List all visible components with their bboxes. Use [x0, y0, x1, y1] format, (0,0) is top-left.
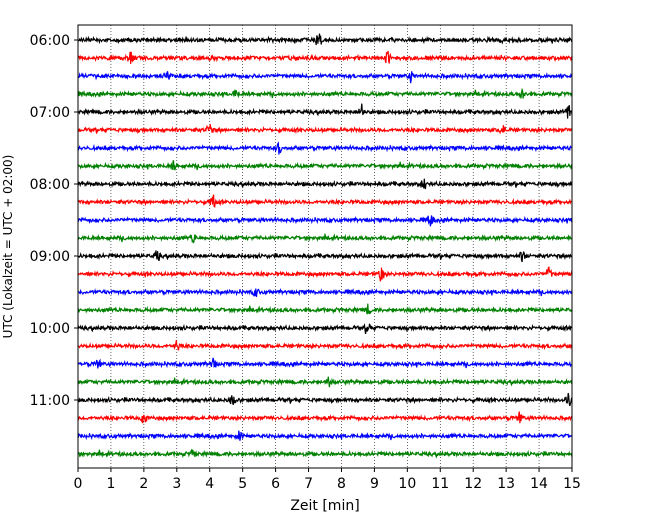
- seismic-trace: [77, 411, 573, 424]
- x-tick-label: 14: [530, 476, 548, 492]
- y-tick-label: 09:00: [30, 249, 70, 265]
- x-tick-label: 9: [370, 476, 379, 492]
- y-axis-label: UTC (Lokalzeit = UTC + 02:00): [1, 155, 15, 339]
- x-tick-label: 2: [139, 476, 148, 492]
- x-tick-label: 10: [398, 476, 416, 492]
- y-tick-label: 11:00: [30, 393, 70, 409]
- seismic-trace: [77, 103, 573, 119]
- seismic-trace: [77, 357, 573, 369]
- seismic-trace: [77, 71, 573, 84]
- seismic-trace: [77, 50, 573, 65]
- seismic-trace: [77, 448, 573, 459]
- seismic-trace: [77, 430, 573, 441]
- y-axis-ticks: 06:00 07:00 08:00 09:00 10:00 11:00: [30, 33, 78, 409]
- seismic-trace: [77, 340, 573, 351]
- x-tick-label: 1: [106, 476, 115, 492]
- plot-frame: [77, 24, 573, 469]
- seismic-trace: [77, 233, 573, 244]
- y-tick-label: 10:00: [30, 321, 70, 337]
- y-tick-label: 06:00: [30, 33, 70, 49]
- seismic-trace: [77, 287, 573, 297]
- seismic-trace: [77, 87, 573, 99]
- x-tick-label: 0: [74, 476, 83, 492]
- x-tick-label: 8: [337, 476, 346, 492]
- x-tick-label: 13: [497, 476, 515, 492]
- x-axis-ticks: 0 1 2 3 4 5 6 7 8 9 10 11 12 13 14 15: [74, 468, 581, 492]
- seismic-trace: [77, 392, 573, 406]
- seismic-trace: [77, 160, 573, 172]
- y-tick-label: 08:00: [30, 177, 70, 193]
- seismic-trace: [77, 303, 573, 315]
- x-tick-label: 12: [464, 476, 482, 492]
- seismic-trace: [77, 323, 573, 334]
- seismic-trace: [77, 33, 573, 46]
- y-tick-label: 07:00: [30, 105, 70, 121]
- seismic-trace: [77, 376, 573, 388]
- x-tick-label: 11: [431, 476, 449, 492]
- x-tick-label: 6: [271, 476, 280, 492]
- seismic-trace: [77, 250, 573, 263]
- x-tick-label: 15: [563, 476, 581, 492]
- seismic-trace: [77, 141, 573, 155]
- seismic-trace: [77, 194, 573, 208]
- trace-group: [77, 33, 573, 459]
- seismic-trace: [77, 178, 573, 190]
- x-tick-label: 4: [205, 476, 214, 492]
- x-tick-label: 7: [304, 476, 313, 492]
- x-tick-label: 3: [172, 476, 181, 492]
- x-axis-label: Zeit [min]: [290, 498, 359, 514]
- seismic-trace: [77, 215, 573, 227]
- x-tick-label: 5: [238, 476, 247, 492]
- seismic-trace: [77, 266, 573, 282]
- seismic-trace: [77, 124, 573, 135]
